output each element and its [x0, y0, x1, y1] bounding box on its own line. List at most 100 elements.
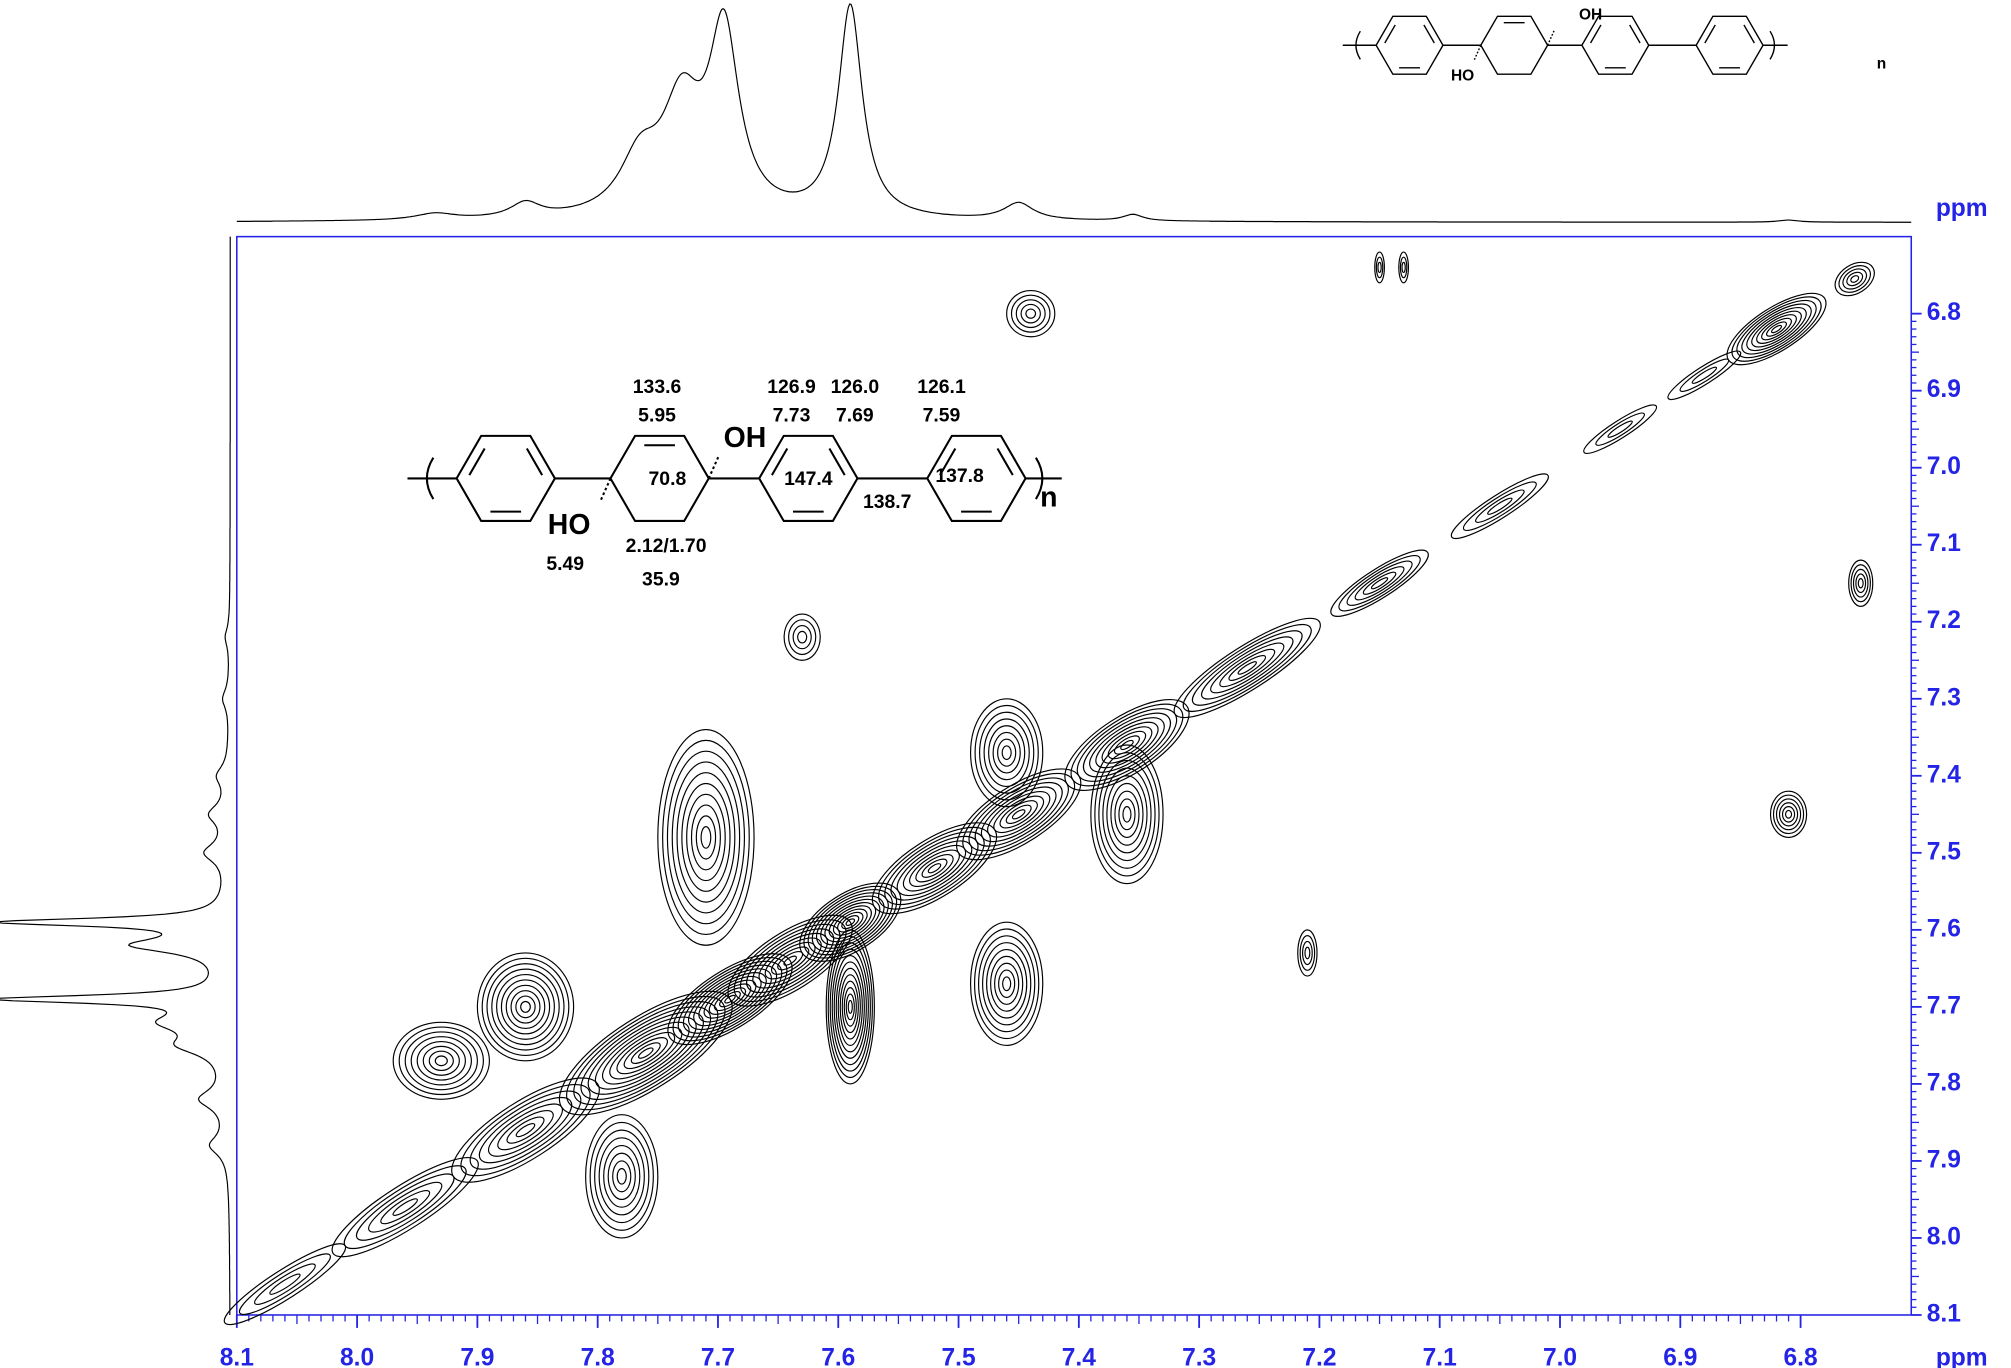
y-tick-label: 6.9	[1927, 376, 1961, 403]
diagonal-contour	[783, 955, 797, 966]
cross-peak-contour	[827, 935, 873, 1079]
x-tick-label: 7.6	[821, 1344, 855, 1368]
cross-peak-contour	[1848, 559, 1874, 607]
diagonal-contour	[1583, 404, 1658, 454]
structure-label: 138.7	[863, 491, 912, 513]
double-bond	[1384, 24, 1396, 44]
diagonal-contour	[497, 1110, 554, 1151]
cross-peak-contour	[1025, 308, 1037, 319]
cross-peak-contour	[969, 921, 1044, 1046]
cross-peak-contour	[1110, 782, 1144, 846]
diagonal-contour	[999, 800, 1038, 829]
diagonal-contour	[820, 898, 881, 946]
x-tick-label: 7.2	[1302, 1344, 1336, 1368]
cross-peak-contour	[700, 826, 712, 849]
structure: 133.6 5.95 126.9 7.73 126.0 7.69 126.1 7…	[407, 376, 1062, 591]
x-tick-label: 8.0	[340, 1344, 374, 1368]
cross-peak-contour	[1857, 578, 1864, 589]
cross-peak-contour	[1094, 752, 1160, 877]
cross-peak-contour	[974, 704, 1039, 801]
cross-peak-contour	[1015, 299, 1046, 329]
cross-peak-contour	[997, 738, 1017, 767]
diagonal-contour	[672, 956, 788, 1042]
diagonal-contour	[238, 1253, 331, 1316]
cross-peak-contour	[1304, 946, 1311, 960]
double-bond	[1704, 24, 1716, 44]
cross-peak-contour	[681, 782, 731, 892]
diagonal-contour	[733, 919, 847, 1003]
cross-peak-contour	[847, 999, 853, 1014]
diagonal-contour	[927, 863, 942, 874]
hashed-bond	[1546, 29, 1556, 46]
diagonal-contour	[602, 1021, 690, 1085]
cross-peak-contour	[994, 962, 1020, 1005]
diagonal-contour	[1346, 560, 1413, 606]
cross-peak-contour	[481, 957, 570, 1056]
diagonal-contour	[609, 1026, 683, 1080]
cross-peak-contour	[671, 761, 741, 914]
bracket	[1769, 30, 1776, 60]
diagonal-contour	[587, 1011, 704, 1095]
cross-peak-contour	[1784, 809, 1793, 819]
cross-peak-contour	[392, 1021, 490, 1100]
x-tick-label: 8.1	[220, 1344, 254, 1368]
diagonal-contour	[968, 777, 1069, 852]
diagonal-contour	[987, 791, 1051, 838]
cross-peak-contour	[1769, 790, 1808, 839]
diagonal-contour	[993, 795, 1045, 834]
projection-left	[0, 236, 231, 1315]
cross-peak-contour	[1006, 289, 1056, 338]
diagonal-contour	[638, 1047, 654, 1059]
diagonal-contour	[1011, 809, 1026, 820]
y-tick-label: 7.0	[1927, 453, 1961, 480]
cross-peak-contour	[607, 1152, 636, 1201]
diagonal-contour	[1667, 350, 1742, 401]
diagonal-contour	[1101, 726, 1153, 764]
cross-peak-contour	[1301, 940, 1313, 966]
cross-peak-contour	[1114, 790, 1140, 839]
structure-label: 126.9	[767, 376, 816, 398]
diagonal-contour	[1120, 739, 1134, 751]
diagonal-contour	[1089, 717, 1165, 773]
cross-peak-contour	[1852, 568, 1869, 598]
diagonal-contour	[573, 1001, 719, 1106]
cross-peak-contour	[1375, 256, 1384, 279]
diagonal-contour	[1756, 314, 1797, 344]
cross-peak-contour	[1102, 767, 1152, 862]
ring	[1581, 15, 1650, 75]
diagonal-contour	[623, 1037, 668, 1070]
diagonal-contour	[1354, 566, 1405, 601]
x-tick-label: 7.1	[1423, 1344, 1457, 1368]
cross-peak-contour	[829, 942, 871, 1072]
y-tick-label: 8.1	[1927, 1300, 1961, 1327]
structure-label: OH	[1579, 7, 1602, 24]
x-axis-label: ppm	[1936, 1344, 1988, 1368]
structure-label: 5.49	[546, 553, 584, 575]
double-bond	[1629, 24, 1641, 44]
cross-peak-contour	[500, 979, 551, 1035]
diagonal-contour	[890, 835, 979, 901]
diagonal-contour	[630, 1042, 661, 1064]
diagonal-contour	[1726, 292, 1827, 366]
cross-peak-contour	[422, 1045, 460, 1076]
diagonal-contour	[708, 983, 752, 1015]
diagonal-contour	[355, 1173, 455, 1241]
cross-peak-contour	[845, 993, 855, 1021]
cross-peak-contour	[486, 963, 565, 1051]
structure-label: 7.59	[923, 404, 961, 426]
double-bond	[1743, 24, 1755, 44]
diagonal-contour	[688, 968, 772, 1031]
molecule	[407, 434, 1062, 522]
diagonal-contour	[1850, 275, 1860, 283]
x-tick-label: 7.9	[460, 1344, 494, 1368]
cross-peak-contour	[797, 630, 808, 644]
diagonal-contour	[460, 1083, 591, 1177]
diagonal-contour	[558, 990, 733, 1116]
diagonal-contour	[331, 1156, 479, 1258]
cross-peak-contour	[983, 718, 1030, 787]
diagonal-contour	[506, 1116, 545, 1144]
cross-peak-contour	[1090, 744, 1164, 885]
diagonal-contour	[1082, 712, 1171, 778]
diagonal-contour	[1362, 571, 1397, 595]
diagonal-contour	[816, 895, 885, 949]
